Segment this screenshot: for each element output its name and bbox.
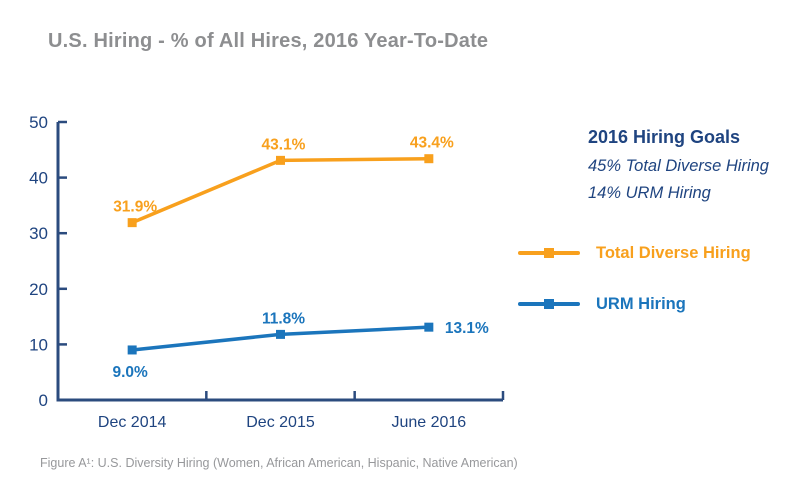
x-category-label-dec-2015: Dec 2015: [246, 414, 315, 431]
data-point-marker-urm-hiring: [127, 345, 137, 355]
legend-item-total-diverse-hiring: Total Diverse Hiring: [518, 243, 751, 263]
data-point-marker-urm-hiring: [276, 329, 285, 339]
hiring-line-chart: 0 10 20 30 40 50 Dec 2014 Dec 2015 June 2016 31.9…: [29, 113, 505, 431]
y-axis-tick-label: 10: [29, 335, 48, 354]
legend: Total Diverse Hiring URM Hiring: [518, 243, 751, 345]
y-axis-tick-label: 40: [29, 169, 48, 188]
goals-line-urm: 14% URM Hiring: [588, 184, 711, 202]
legend-square-marker-blue: [544, 299, 554, 309]
data-label-total-diverse-hiring: 43.4%: [410, 135, 454, 152]
legend-label-urm-hiring: URM Hiring: [596, 294, 686, 313]
data-label-total-diverse-hiring: 43.1%: [262, 136, 306, 153]
data-point-marker-total-diverse-hiring: [276, 155, 285, 165]
data-label-total-diverse-hiring: 31.9%: [113, 199, 157, 216]
y-axis-tick-label: 50: [29, 113, 48, 132]
legend-line-sample-orange: [518, 248, 580, 258]
data-label-urm-hiring: 11.8%: [262, 310, 305, 327]
series-line-total-diverse-hiring: [131, 156, 429, 225]
goals-heading: 2016 Hiring Goals: [588, 127, 741, 147]
page-title: U.S. Hiring - % of All Hires, 2016 Year-…: [48, 30, 489, 52]
data-point-marker-total-diverse-hiring: [127, 218, 137, 228]
hiring-goals-note: 2016 Hiring Goals 45% Total Diverse Hiri…: [588, 127, 769, 207]
y-axis-tick-label: 0: [39, 391, 48, 410]
y-axis-tick-label: 20: [29, 280, 48, 299]
figure-caption: Figure A¹: U.S. Diversity Hiring (Women,…: [40, 456, 518, 470]
data-label-urm-hiring: 13.1%: [445, 320, 489, 337]
goals-line-total-diverse: 45% Total Diverse Hiring: [588, 157, 769, 175]
x-category-label-dec-2014: Dec 2014: [98, 414, 167, 431]
data-label-urm-hiring: 9.0%: [112, 364, 148, 381]
legend-square-marker-orange: [544, 248, 554, 258]
y-axis-tick-label: 30: [29, 224, 48, 243]
legend-line-sample-blue: [518, 299, 580, 309]
data-point-marker-total-diverse-hiring: [424, 154, 434, 164]
data-point-marker-urm-hiring: [424, 322, 434, 332]
legend-label-total-diverse-hiring: Total Diverse Hiring: [596, 243, 751, 262]
legend-item-urm-hiring: URM Hiring: [518, 294, 751, 314]
x-category-label-june-2016: June 2016: [391, 414, 466, 431]
